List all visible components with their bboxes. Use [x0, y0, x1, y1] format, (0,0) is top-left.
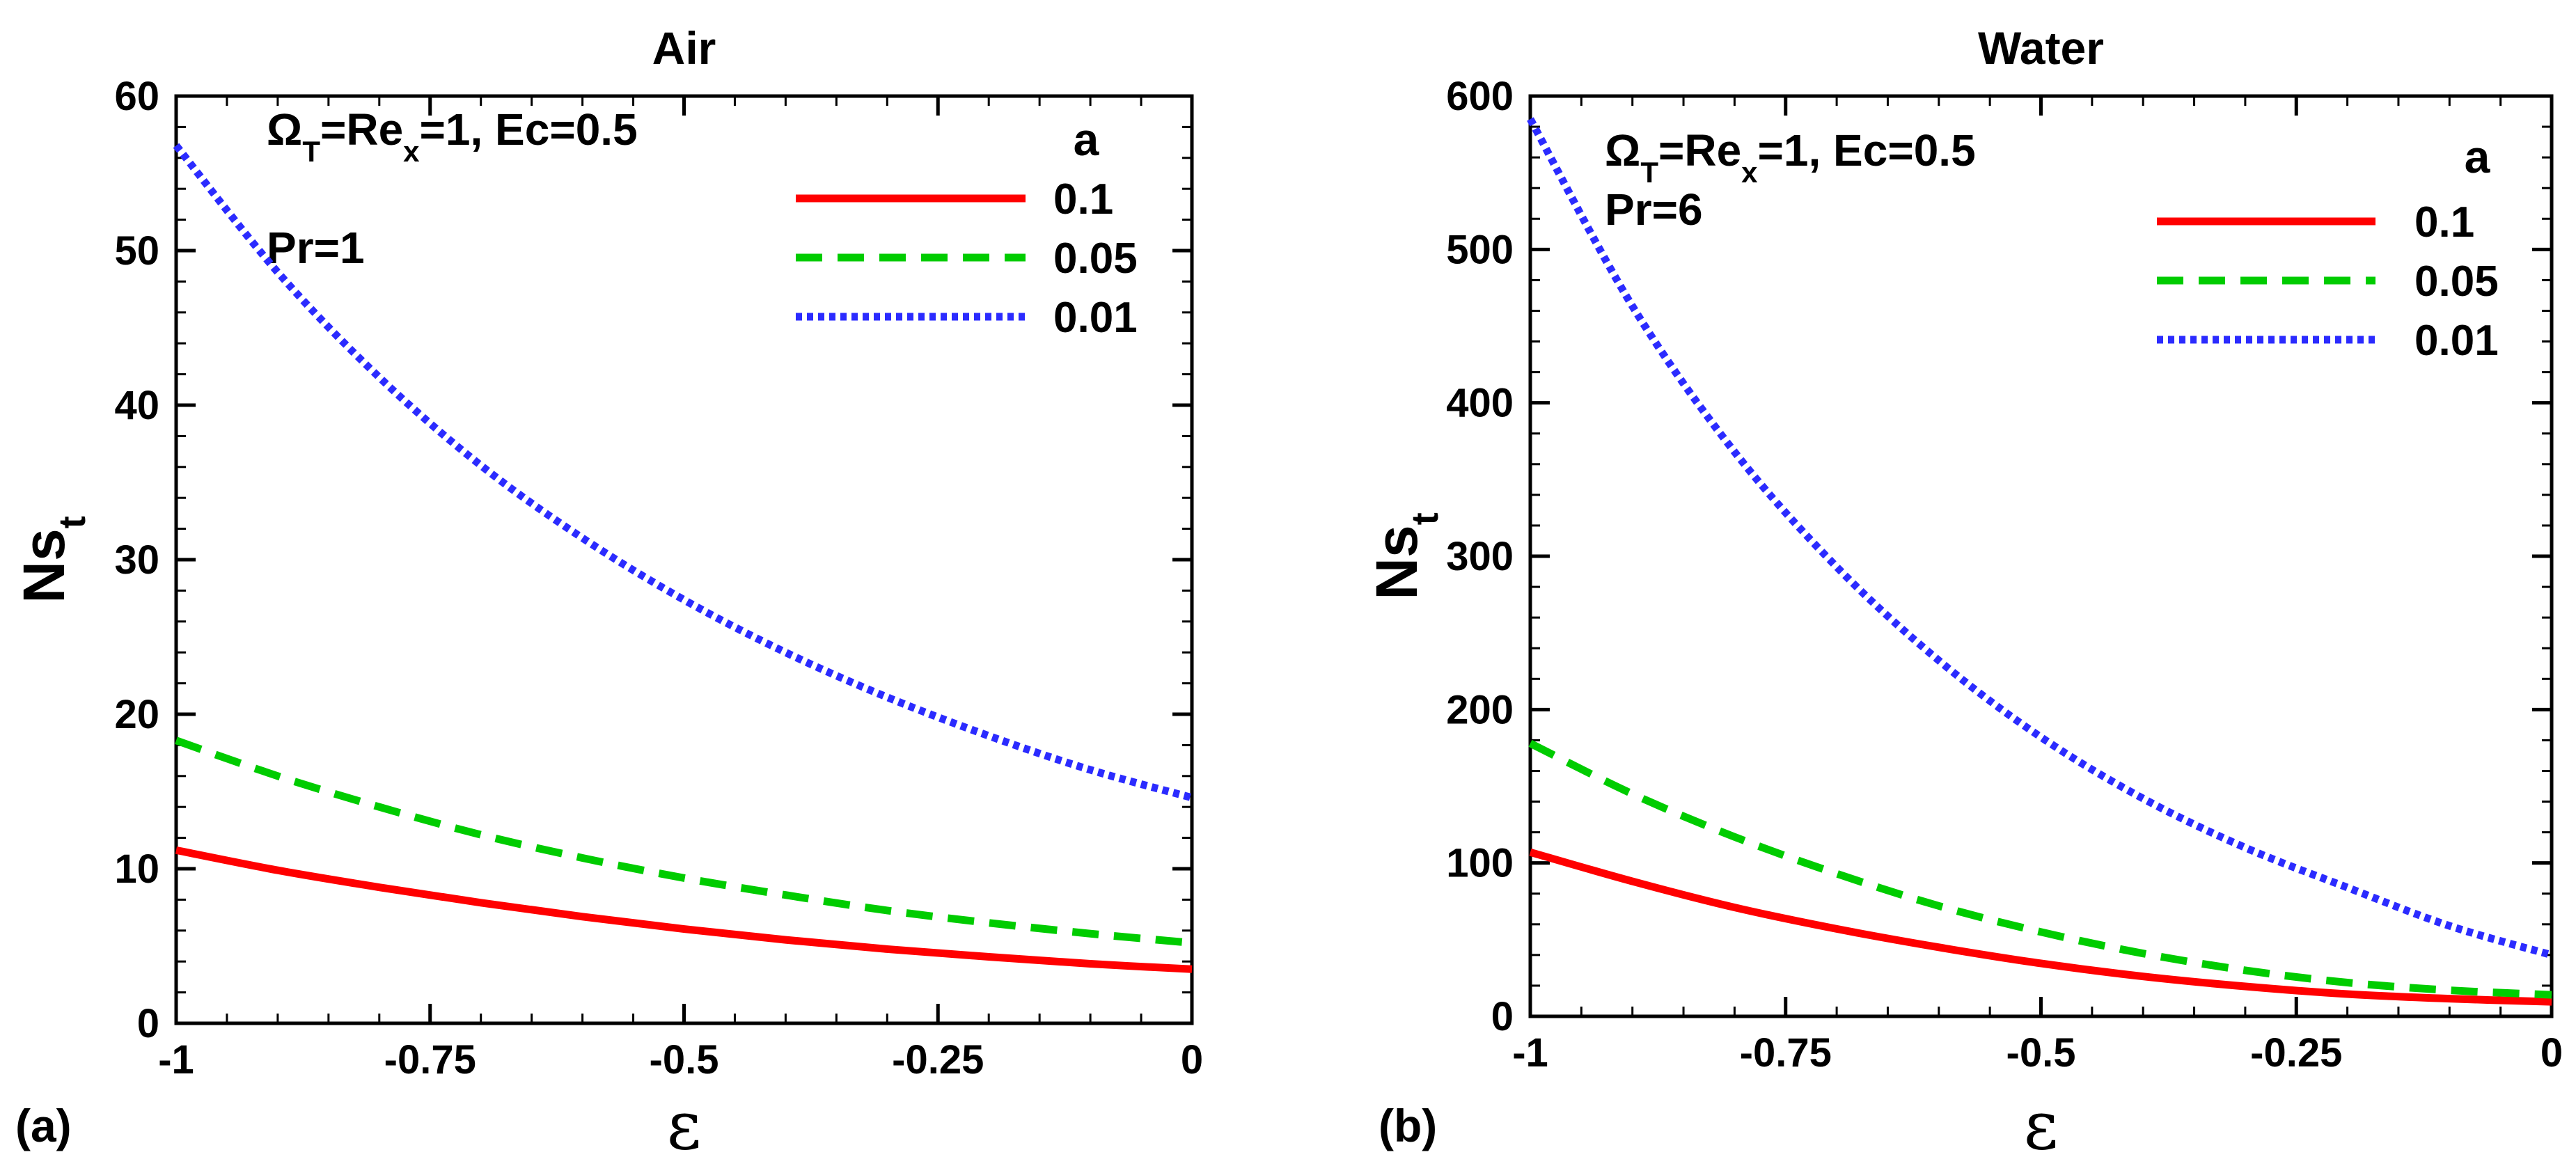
legend-title: a — [1074, 113, 1100, 165]
legend-label: 0.05 — [1053, 235, 1138, 283]
panel-b: -1 -0.75 -0.5 -0.25 0 0 100 200 300 400 500 600 Wate… — [1364, 22, 2563, 1165]
series-line-0.01 — [173, 143, 1193, 802]
x-tick-label: 0 — [2540, 1030, 2563, 1076]
x-axis-label: ε — [667, 1087, 702, 1165]
y-tick-label: 10 — [114, 846, 159, 892]
series-line-0.01 — [1527, 117, 2553, 959]
y-tick-label: 100 — [1446, 841, 1514, 886]
y-tick-label: 50 — [114, 228, 159, 274]
legend-label: 0.1 — [1053, 175, 1113, 223]
legend-label: 0.05 — [2414, 258, 2499, 306]
params-annotation: ΩT=Rex=1, Ec=0.5 — [1605, 125, 1976, 189]
chart-title: Water — [1978, 22, 2104, 74]
panel-label: (a) — [15, 1100, 72, 1151]
series-line-0.1 — [175, 846, 1193, 973]
x-tick-label: -1 — [158, 1037, 194, 1082]
y-tick-label: 0 — [1491, 994, 1514, 1039]
series-line-0.05 — [175, 736, 1193, 947]
y-tick-label: 400 — [1446, 381, 1514, 426]
y-tick-label: 30 — [114, 537, 159, 583]
y-axis-label: Nst — [11, 516, 93, 603]
x-tick-label: -0.75 — [384, 1037, 476, 1082]
panel-a: -1 -0.75 -0.5 -0.25 0 0 10 20 30 40 50 60 Air (a) ε Nst… — [11, 22, 1203, 1165]
x-tick-label: -1 — [1512, 1030, 1548, 1076]
y-tick-label: 600 — [1446, 74, 1514, 119]
x-tick-label: 0 — [1181, 1037, 1203, 1082]
x-tick-label: -0.5 — [650, 1037, 719, 1082]
y-tick-label: 20 — [114, 692, 159, 737]
x-tick-label: -0.25 — [2250, 1030, 2342, 1076]
y-tick-label: 40 — [114, 383, 159, 428]
y-tick-label: 300 — [1446, 534, 1514, 579]
y-axis-label: Nst — [1364, 512, 1446, 599]
legend-label: 0.01 — [1053, 294, 1138, 342]
chart-title: Air — [652, 22, 716, 74]
y-tick-label: 0 — [137, 1001, 159, 1046]
x-axis-label: ε — [2024, 1087, 2059, 1165]
pr-annotation: Pr=1 — [267, 223, 365, 273]
legend-label: 0.01 — [2414, 317, 2499, 365]
x-tick-label: -0.75 — [1740, 1030, 1832, 1076]
pr-annotation: Pr=6 — [1605, 184, 1703, 235]
y-tick-label: 200 — [1446, 687, 1514, 732]
series-line-0.1 — [1529, 848, 2552, 1006]
x-tick-label: -0.25 — [892, 1037, 984, 1082]
params-annotation: ΩT=Rex=1, Ec=0.5 — [267, 104, 638, 168]
y-tick-label: 60 — [114, 74, 159, 119]
y-tick-label: 500 — [1446, 227, 1514, 272]
series-line-0.05 — [1528, 739, 2552, 999]
panel-label: (b) — [1379, 1100, 1437, 1151]
legend-label: 0.1 — [2414, 198, 2474, 246]
legend-title: a — [2465, 131, 2491, 182]
x-tick-label: -0.5 — [2006, 1030, 2076, 1076]
